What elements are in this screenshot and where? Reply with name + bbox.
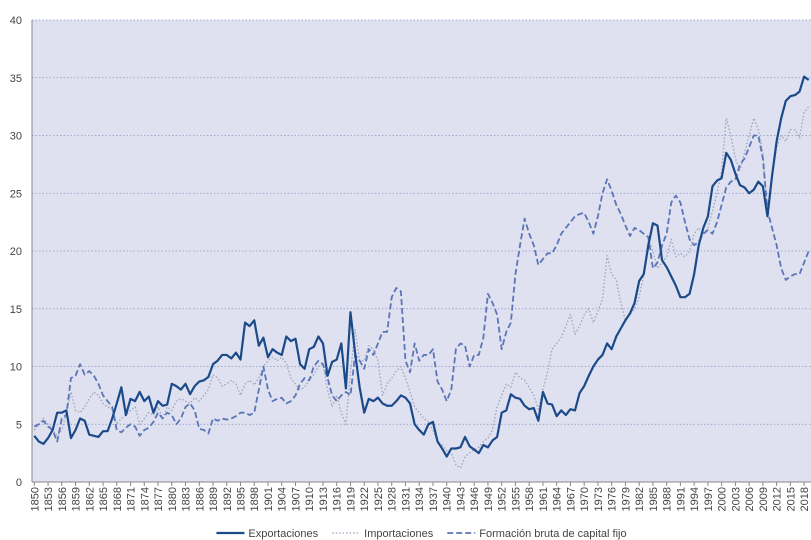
y-tick-label: 15 bbox=[10, 304, 22, 316]
x-tick-label: 1961 bbox=[538, 487, 550, 511]
x-tick-label: 1997 bbox=[703, 487, 715, 511]
x-tick-label: 1880 bbox=[167, 487, 179, 511]
x-tick-label: 1973 bbox=[593, 487, 605, 511]
x-tick-label: 1925 bbox=[373, 487, 385, 511]
x-tick-label: 1919 bbox=[345, 487, 357, 511]
x-tick-label: 1928 bbox=[387, 487, 399, 511]
y-tick-label: 5 bbox=[16, 419, 22, 431]
x-tick-label: 1967 bbox=[565, 487, 577, 511]
x-tick-label: 1979 bbox=[620, 487, 632, 511]
x-tick-label: 1976 bbox=[607, 487, 619, 511]
x-tick-label: 1853 bbox=[43, 487, 55, 511]
legend: Exportaciones Importaciones Formación brut… bbox=[216, 528, 627, 540]
x-tick-label: 1895 bbox=[235, 487, 247, 511]
legend-label: Importaciones bbox=[364, 528, 434, 540]
x-tick-label: 1964 bbox=[552, 487, 564, 511]
x-tick-label: 1970 bbox=[579, 487, 591, 511]
x-tick-label: 1898 bbox=[249, 487, 261, 511]
x-tick-label: 1922 bbox=[359, 487, 371, 511]
x-tick-label: 2009 bbox=[758, 487, 770, 511]
x-tick-label: 1907 bbox=[290, 487, 302, 511]
x-tick-label: 1946 bbox=[469, 487, 481, 511]
x-tick-label: 1940 bbox=[442, 487, 454, 511]
x-tick-label: 1958 bbox=[524, 487, 536, 511]
x-tick-label: 1952 bbox=[497, 487, 509, 511]
x-tick-label: 1874 bbox=[139, 487, 151, 511]
y-tick-label: 40 bbox=[10, 15, 22, 27]
x-tick-label: 1985 bbox=[648, 487, 660, 511]
x-tick-label: 1994 bbox=[689, 487, 701, 511]
x-tick-label: 1877 bbox=[153, 487, 165, 511]
x-tick-label: 1892 bbox=[222, 487, 234, 511]
y-tick-label: 20 bbox=[10, 246, 22, 258]
x-tick-label: 1901 bbox=[263, 487, 275, 511]
x-tick-label: 1982 bbox=[634, 487, 646, 511]
x-tick-label: 1904 bbox=[277, 487, 289, 511]
x-tick-label: 1988 bbox=[662, 487, 674, 511]
x-tick-label: 2015 bbox=[785, 487, 797, 511]
x-tick-label: 1910 bbox=[304, 487, 316, 511]
series-line bbox=[33, 75, 810, 458]
x-tick-label: 1913 bbox=[318, 487, 330, 511]
x-tick-label: 2012 bbox=[772, 487, 784, 511]
legend-label: Exportaciones bbox=[248, 528, 318, 540]
x-tick-label: 1856 bbox=[57, 487, 69, 511]
x-tick-label: 1991 bbox=[675, 487, 687, 511]
x-tick-label: 2018 bbox=[799, 487, 811, 511]
x-tick-label: 1871 bbox=[126, 487, 138, 511]
y-tick-label: 10 bbox=[10, 362, 22, 374]
x-tick-label: 1889 bbox=[208, 487, 220, 511]
x-tick-label: 1949 bbox=[483, 487, 495, 511]
x-tick-label: 2000 bbox=[717, 487, 729, 511]
x-tick-label: 1868 bbox=[112, 487, 124, 511]
y-tick-label: 30 bbox=[10, 131, 22, 143]
y-tick-label: 0 bbox=[16, 477, 22, 489]
x-tick-label: 1955 bbox=[510, 487, 522, 511]
y-tick-label: 35 bbox=[10, 73, 22, 85]
x-tick-label: 1865 bbox=[98, 487, 110, 511]
x-tick-label: 1859 bbox=[71, 487, 83, 511]
x-tick-label: 1931 bbox=[400, 487, 412, 511]
x-tick-label: 1943 bbox=[455, 487, 467, 511]
series-line bbox=[33, 134, 810, 443]
x-tick-label: 1934 bbox=[414, 487, 426, 511]
x-tick-label: 1886 bbox=[194, 487, 206, 511]
x-tick-label: 1883 bbox=[181, 487, 193, 511]
x-tick-label: 1937 bbox=[428, 487, 440, 511]
x-tick-label: 1916 bbox=[332, 487, 344, 511]
x-tick-label: 2006 bbox=[744, 487, 756, 511]
x-tick-label: 1862 bbox=[84, 487, 96, 511]
x-tick-label: 2003 bbox=[730, 487, 742, 511]
legend-label: Formación bruta de capital fijo bbox=[479, 528, 626, 540]
y-tick-label: 25 bbox=[10, 188, 22, 200]
x-tick-label: 1850 bbox=[29, 487, 41, 511]
